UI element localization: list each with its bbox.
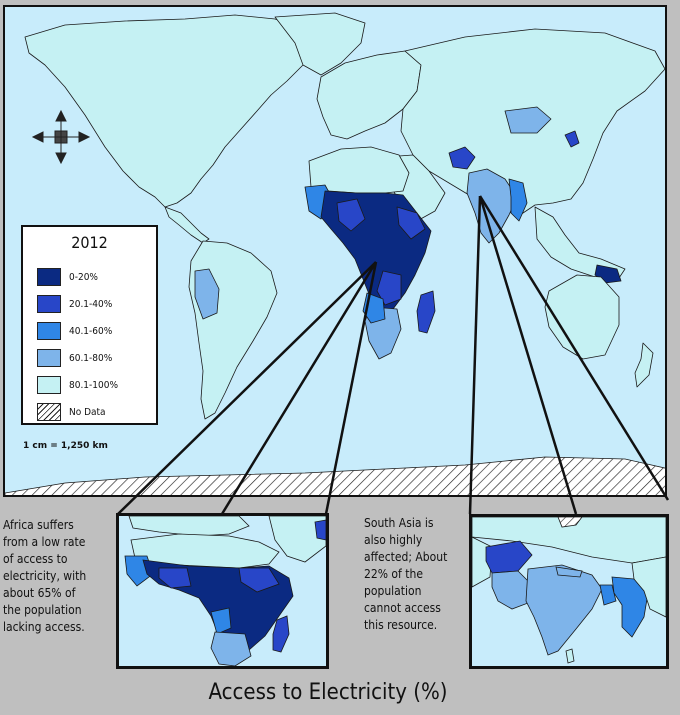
africa-inset-map	[124, 516, 326, 666]
four-arrow-compass-icon	[31, 109, 91, 165]
inset-africa-40-60	[210, 607, 232, 635]
inset-india	[525, 564, 603, 656]
inset-no-data	[557, 517, 583, 528]
africa-20-40-b	[396, 206, 426, 240]
legend-label: 40.1-60%	[69, 325, 113, 337]
legend-label: No Data	[69, 406, 106, 418]
legend-label: 20.1-40%	[69, 298, 113, 310]
south-asia-caption: South Asia is also highly affected; Abou…	[364, 516, 448, 632]
legend-row: 40.1-60%	[37, 321, 112, 341]
inset-central-asia	[472, 517, 666, 564]
south-asia-inset-map	[472, 517, 666, 664]
inset-africa-20-40-b	[238, 567, 280, 593]
south-america	[188, 240, 278, 420]
antarctica-no-data	[5, 456, 665, 495]
africa-inset	[116, 513, 329, 669]
legend-row: 80.1-100%	[37, 375, 118, 395]
map-scale: 1 cm = 1,250 km	[23, 441, 108, 451]
inset-sri-lanka	[565, 648, 575, 664]
south-asia-inset	[469, 514, 669, 669]
legend-label: 80.1-100%	[69, 379, 118, 391]
inset-europe	[128, 516, 250, 537]
north-america	[24, 14, 316, 208]
legend-title: 2012	[71, 233, 108, 252]
madagascar	[416, 290, 436, 334]
legend-label: 0-20%	[69, 271, 98, 283]
australia	[544, 274, 620, 360]
swatch-no-data	[37, 403, 61, 421]
main-title: Access to Electricity (%)	[208, 680, 448, 705]
inset-madagascar	[272, 615, 290, 653]
new-zealand	[634, 342, 654, 388]
legend-label: 60.1-80%	[69, 352, 113, 364]
legend-row: 0-20%	[37, 267, 98, 287]
swatch-20-40	[37, 295, 61, 313]
africa-caption: Africa suffers from a low rate of access…	[3, 518, 87, 634]
greenland	[274, 12, 366, 76]
inset-bangladesh	[599, 584, 617, 606]
inset-east	[631, 556, 666, 618]
inset-africa-20-40	[158, 567, 192, 589]
mongolia-60-80	[504, 106, 552, 134]
legend-row: No Data	[37, 402, 106, 422]
inset-middle-east	[268, 516, 326, 563]
legend: 2012 0-20% 20.1-40% 40.1-60% 60.1-80% 80…	[21, 225, 158, 425]
swatch-80-100	[37, 376, 61, 394]
afghanistan	[448, 146, 476, 170]
africa-20-40	[336, 198, 366, 232]
central-america	[164, 206, 210, 244]
europe	[316, 50, 422, 140]
legend-row: 20.1-40%	[37, 294, 112, 314]
swatch-0-20	[37, 268, 61, 286]
inset-nepal	[555, 566, 583, 578]
swatch-40-60	[37, 322, 61, 340]
inset-southern-africa	[210, 631, 252, 666]
inset-pakistan	[491, 570, 531, 610]
swatch-60-80	[37, 349, 61, 367]
inset-afghanistan	[485, 540, 533, 574]
legend-row: 60.1-80%	[37, 348, 112, 368]
africa-20-40-c	[376, 270, 402, 306]
inset-arabia-20-40	[314, 519, 326, 541]
north-korea	[564, 130, 580, 148]
